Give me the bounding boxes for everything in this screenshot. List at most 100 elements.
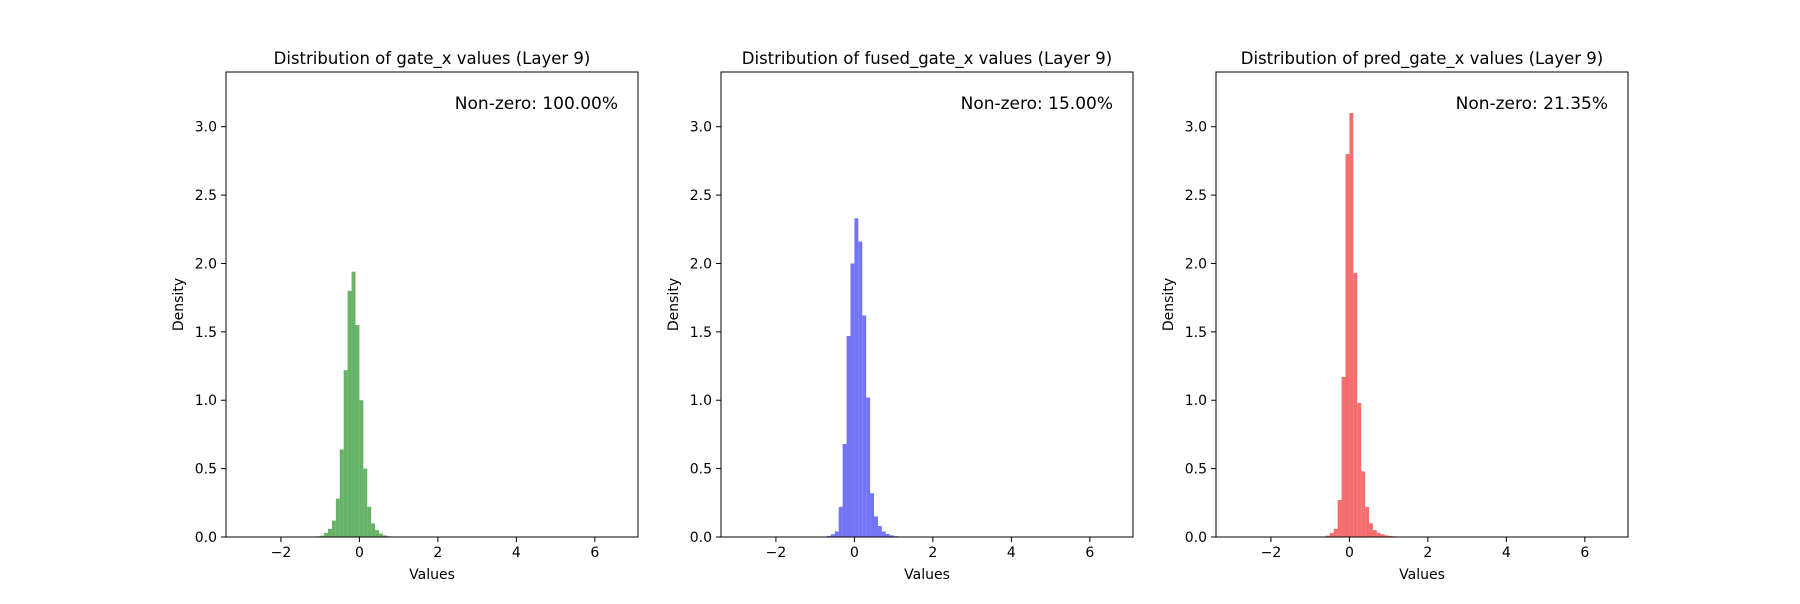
x-tick-label: 2 [433, 545, 442, 561]
x-tick-label: 4 [1007, 545, 1016, 561]
histogram-bar [866, 398, 870, 538]
y-tick-label: 0.5 [1185, 462, 1207, 478]
histogram-bar [332, 521, 336, 537]
y-axis-label: Density [171, 278, 187, 331]
histogram-bar [878, 526, 882, 537]
histogram-bar [324, 533, 328, 537]
x-axis-label: Values [904, 567, 950, 583]
histogram-bar [1330, 533, 1334, 537]
y-tick-label: 2.5 [1185, 188, 1207, 204]
histogram-bar [1338, 500, 1342, 537]
y-tick-label: 2.0 [1185, 256, 1207, 272]
y-tick-label: 0.5 [690, 462, 712, 478]
chart-title: Distribution of pred_gate_x values (Laye… [1241, 49, 1603, 69]
y-tick-label: 1.5 [1185, 325, 1207, 341]
chart-panel-1: −2 0 2 4 6 0.0 0.5 1.0 1.5 2.0 2.5 3.0 Distribution … [171, 49, 638, 583]
x-tick-label: 2 [1423, 545, 1432, 561]
histogram-bar [1357, 403, 1361, 537]
histogram-bar [847, 336, 851, 537]
histogram-bar [882, 532, 886, 537]
y-axis-label: Density [1161, 278, 1177, 331]
y-tick-label: 3.0 [690, 120, 712, 136]
y-tick-label: 1.0 [195, 393, 217, 409]
y-tick-label: 0.5 [195, 462, 217, 478]
histogram-bar [359, 400, 363, 537]
x-tick-label: −2 [1261, 545, 1282, 561]
histogram-bar [1345, 154, 1349, 537]
histogram-bars [823, 218, 909, 537]
axes-frame [226, 72, 638, 537]
y-tick-label: 2.0 [690, 256, 712, 272]
histogram-bar [1377, 533, 1381, 537]
histogram-bar [854, 218, 858, 537]
histogram-bar [862, 315, 866, 537]
chart-title: Distribution of gate_x values (Layer 9) [274, 49, 591, 69]
x-tick-label: 6 [1085, 545, 1094, 561]
y-tick-label: 0.0 [1185, 530, 1207, 546]
x-tick-label: 0 [355, 545, 364, 561]
chart-panel-3: −2 0 2 4 6 0.0 0.5 1.0 1.5 2.0 2.5 3.0 Distribution … [1161, 49, 1628, 583]
histogram-bar [340, 449, 344, 537]
y-tick-label: 3.0 [195, 120, 217, 136]
histogram-bar [371, 523, 375, 537]
x-tick-label: −2 [766, 545, 787, 561]
nonzero-annotation: Non-zero: 21.35% [1456, 94, 1608, 114]
axes-frame [721, 72, 1133, 537]
histogram-bar [850, 263, 854, 537]
histogram-bar [355, 325, 359, 537]
histogram-bar [870, 493, 874, 537]
histogram-bar [367, 507, 371, 537]
histogram-bar [363, 469, 367, 537]
y-tick-label: 1.5 [690, 325, 712, 341]
chart-title: Distribution of fused_gate_x values (Lay… [742, 49, 1112, 69]
axes-frame [1216, 72, 1628, 537]
histogram-bar [1369, 523, 1373, 537]
histogram-bar [1361, 471, 1365, 537]
histogram-bar [352, 272, 356, 537]
histogram-bars [1322, 113, 1408, 537]
x-tick-label: 4 [1502, 545, 1511, 561]
y-tick-label: 2.0 [195, 256, 217, 272]
nonzero-annotation: Non-zero: 15.00% [961, 94, 1113, 114]
histogram-bar [375, 530, 379, 537]
y-tick-label: 1.5 [195, 325, 217, 341]
x-axis-label: Values [1399, 567, 1445, 583]
y-tick-label: 1.0 [1185, 393, 1207, 409]
histogram-bar [1365, 507, 1369, 537]
histogram-bar [1353, 273, 1357, 537]
histogram-bar [344, 370, 348, 537]
histogram-bar [336, 499, 340, 537]
y-tick-label: 2.5 [690, 188, 712, 204]
chart-panel-2: −2 0 2 4 6 0.0 0.5 1.0 1.5 2.0 2.5 3.0 Distribution … [666, 49, 1133, 583]
x-tick-label: 0 [850, 545, 859, 561]
histogram-bar [328, 529, 332, 537]
histogram-bar [1334, 529, 1338, 537]
histogram-bars [312, 272, 394, 537]
x-tick-label: 2 [928, 545, 937, 561]
histogram-bar [858, 242, 862, 537]
nonzero-annotation: Non-zero: 100.00% [455, 94, 618, 114]
histogram-bar [839, 507, 843, 537]
histogram-bar [348, 291, 352, 537]
x-tick-label: 0 [1345, 545, 1354, 561]
histogram-bar [1373, 530, 1377, 537]
histogram-bar [1342, 377, 1346, 537]
x-axis-label: Values [409, 567, 455, 583]
histogram-bar [1349, 113, 1353, 537]
x-tick-label: 4 [512, 545, 521, 561]
y-tick-label: 3.0 [1185, 120, 1207, 136]
y-tick-label: 2.5 [195, 188, 217, 204]
y-tick-label: 1.0 [690, 393, 712, 409]
x-tick-label: 6 [1580, 545, 1589, 561]
histogram-bar [843, 444, 847, 537]
x-tick-label: −2 [271, 545, 292, 561]
y-tick-label: 0.0 [690, 530, 712, 546]
histogram-bar [874, 516, 878, 537]
histogram-bar [835, 532, 839, 537]
x-tick-label: 6 [590, 545, 599, 561]
histogram-bar [379, 534, 383, 537]
y-axis-label: Density [666, 278, 682, 331]
y-tick-label: 0.0 [195, 530, 217, 546]
